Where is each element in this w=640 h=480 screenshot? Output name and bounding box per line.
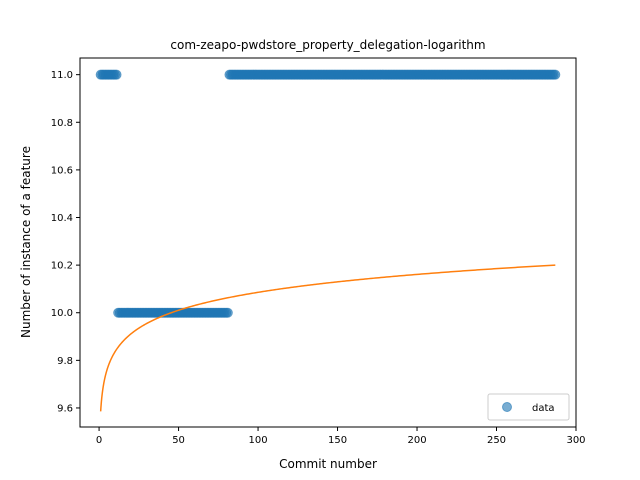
x-axis-label: Commit number [279,457,377,471]
x-tick-label: 150 [328,435,347,446]
y-axis: 9.6 9.8 10.0 10.2 10.4 10.6 10.8 11.0 [51,70,80,414]
legend: data [487,393,570,421]
y-tick-label: 10.6 [51,165,73,176]
x-axis: 0 50 100 150 200 250 300 [96,427,586,446]
x-tick-label: 250 [487,435,506,446]
y-tick-label: 11.0 [51,70,73,81]
y-tick-label: 10.2 [51,261,73,272]
y-tick-label: 10.4 [51,213,73,224]
axes-frame [79,57,577,428]
x-tick-label: 200 [407,435,426,446]
x-tick-label: 0 [96,435,102,446]
legend-label-data: data [532,403,555,414]
y-tick-label: 9.6 [57,403,73,414]
data-point [550,69,561,80]
y-axis-label: Number of instance of a feature [19,146,33,338]
y-tick-label: 10.0 [51,308,73,319]
fit-line [99,264,556,412]
plot-area [95,69,561,412]
x-tick-label: 100 [249,435,268,446]
chart-title: com-zeapo-pwdstore_property_delegation-l… [170,38,485,52]
y-tick-label: 9.8 [57,356,73,367]
data-point [222,307,233,318]
x-tick-label: 50 [172,435,185,446]
legend-box [487,393,570,421]
legend-marker-data [502,402,512,412]
y-tick-label: 10.8 [51,118,73,129]
data-point [111,69,122,80]
x-tick-label: 300 [566,435,585,446]
